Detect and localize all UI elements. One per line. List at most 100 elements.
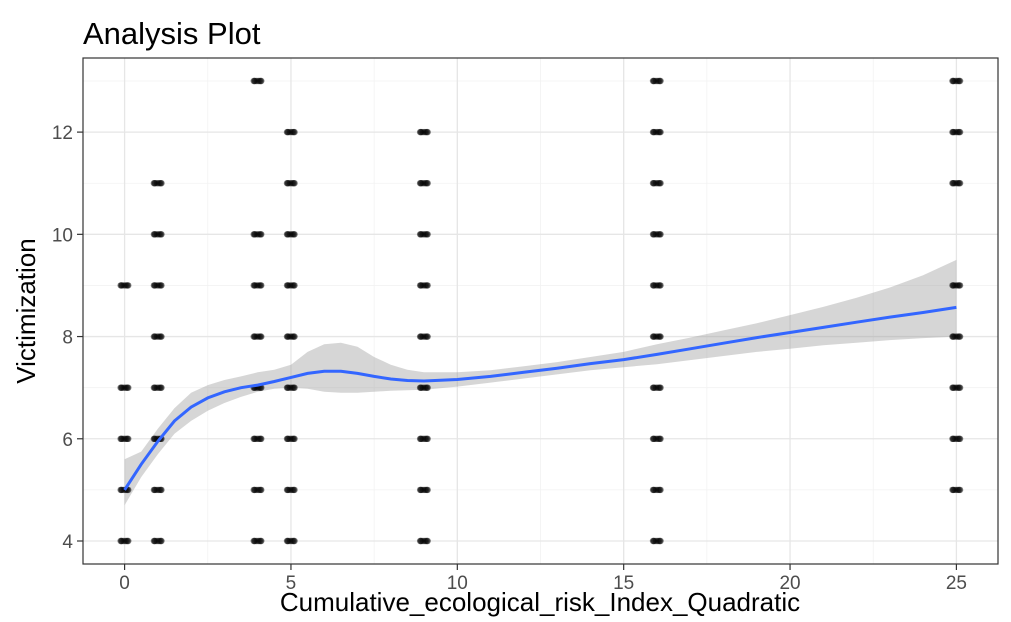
data-point xyxy=(118,537,126,545)
x-tick-label: 25 xyxy=(946,573,967,594)
data-point xyxy=(949,282,957,289)
data-point xyxy=(424,180,431,187)
data-point xyxy=(953,77,961,85)
data-point xyxy=(285,282,292,289)
data-point xyxy=(654,231,661,238)
data-point xyxy=(955,486,962,494)
data-point xyxy=(152,537,159,545)
data-point xyxy=(416,180,424,187)
data-point xyxy=(424,128,431,136)
data-point xyxy=(291,333,298,340)
data-point xyxy=(953,384,961,391)
confidence-band-layer xyxy=(124,259,957,506)
data-point xyxy=(422,486,430,494)
data-point xyxy=(284,333,291,340)
data-point xyxy=(251,486,258,494)
data-point xyxy=(150,435,158,442)
data-point xyxy=(950,333,957,340)
data-point xyxy=(651,128,658,136)
data-point xyxy=(257,77,264,85)
data-point xyxy=(955,435,962,442)
data-point xyxy=(419,333,427,340)
data-point xyxy=(289,435,297,442)
x-tick-label: 5 xyxy=(286,573,297,594)
data-point xyxy=(956,486,964,494)
data-point xyxy=(956,282,964,289)
data-point xyxy=(155,537,162,545)
data-point xyxy=(657,180,664,187)
data-point xyxy=(652,128,660,136)
data-point xyxy=(418,486,425,494)
data-point xyxy=(156,180,164,187)
data-point xyxy=(285,231,292,238)
data-point xyxy=(952,282,959,289)
data-point xyxy=(151,231,158,238)
data-point xyxy=(156,384,164,391)
data-point xyxy=(291,180,298,187)
data-point xyxy=(284,282,291,289)
data-point xyxy=(286,435,294,442)
data-point xyxy=(125,537,132,545)
data-point xyxy=(118,435,125,442)
data-point xyxy=(416,282,424,289)
data-point xyxy=(122,282,129,289)
data-point xyxy=(156,486,164,494)
y-tick-label: 12 xyxy=(52,123,73,144)
data-point xyxy=(253,282,260,289)
data-point xyxy=(289,486,297,494)
data-point xyxy=(423,231,431,238)
data-point xyxy=(150,180,158,187)
data-point xyxy=(417,384,424,391)
data-point xyxy=(652,77,660,85)
data-point xyxy=(283,128,291,136)
data-point xyxy=(289,180,297,187)
data-point xyxy=(949,180,957,187)
data-point xyxy=(290,333,298,340)
data-point xyxy=(956,384,963,391)
data-point xyxy=(285,384,292,391)
data-point xyxy=(253,537,260,545)
data-point xyxy=(654,384,661,391)
data-point xyxy=(289,128,297,136)
data-point xyxy=(285,537,292,545)
data-point xyxy=(950,128,957,136)
data-point xyxy=(258,333,265,340)
data-point xyxy=(956,180,963,187)
data-point xyxy=(288,435,295,442)
data-point xyxy=(655,537,663,545)
y-tick-label: 4 xyxy=(62,532,73,553)
data-point xyxy=(423,128,431,136)
data-point xyxy=(153,486,161,494)
data-point xyxy=(285,333,292,340)
data-point xyxy=(655,435,663,442)
data-point xyxy=(256,333,263,340)
data-point xyxy=(421,333,428,340)
data-point xyxy=(253,486,260,494)
data-point xyxy=(424,231,431,238)
data-point xyxy=(156,537,164,545)
data-point xyxy=(953,333,961,340)
y-axis: 4 6 8 10 12 xyxy=(52,123,83,553)
data-point xyxy=(657,77,664,85)
data-point xyxy=(283,486,291,494)
data-point xyxy=(289,537,297,545)
grid-lines xyxy=(83,58,998,564)
data-point xyxy=(123,537,130,545)
data-point xyxy=(422,384,430,391)
data-point xyxy=(290,486,298,494)
data-point xyxy=(417,435,424,442)
data-point xyxy=(654,537,661,545)
data-point xyxy=(656,537,664,545)
scatter-points-layer xyxy=(117,77,964,545)
data-point xyxy=(256,77,263,85)
data-point xyxy=(417,282,424,289)
data-point xyxy=(649,537,657,545)
data-point xyxy=(155,384,162,391)
data-point xyxy=(956,333,964,340)
data-point xyxy=(150,333,158,340)
smooth-line-layer xyxy=(123,305,957,491)
data-point xyxy=(650,384,657,391)
data-point xyxy=(649,333,657,340)
data-point xyxy=(421,231,428,238)
data-point xyxy=(288,333,295,340)
